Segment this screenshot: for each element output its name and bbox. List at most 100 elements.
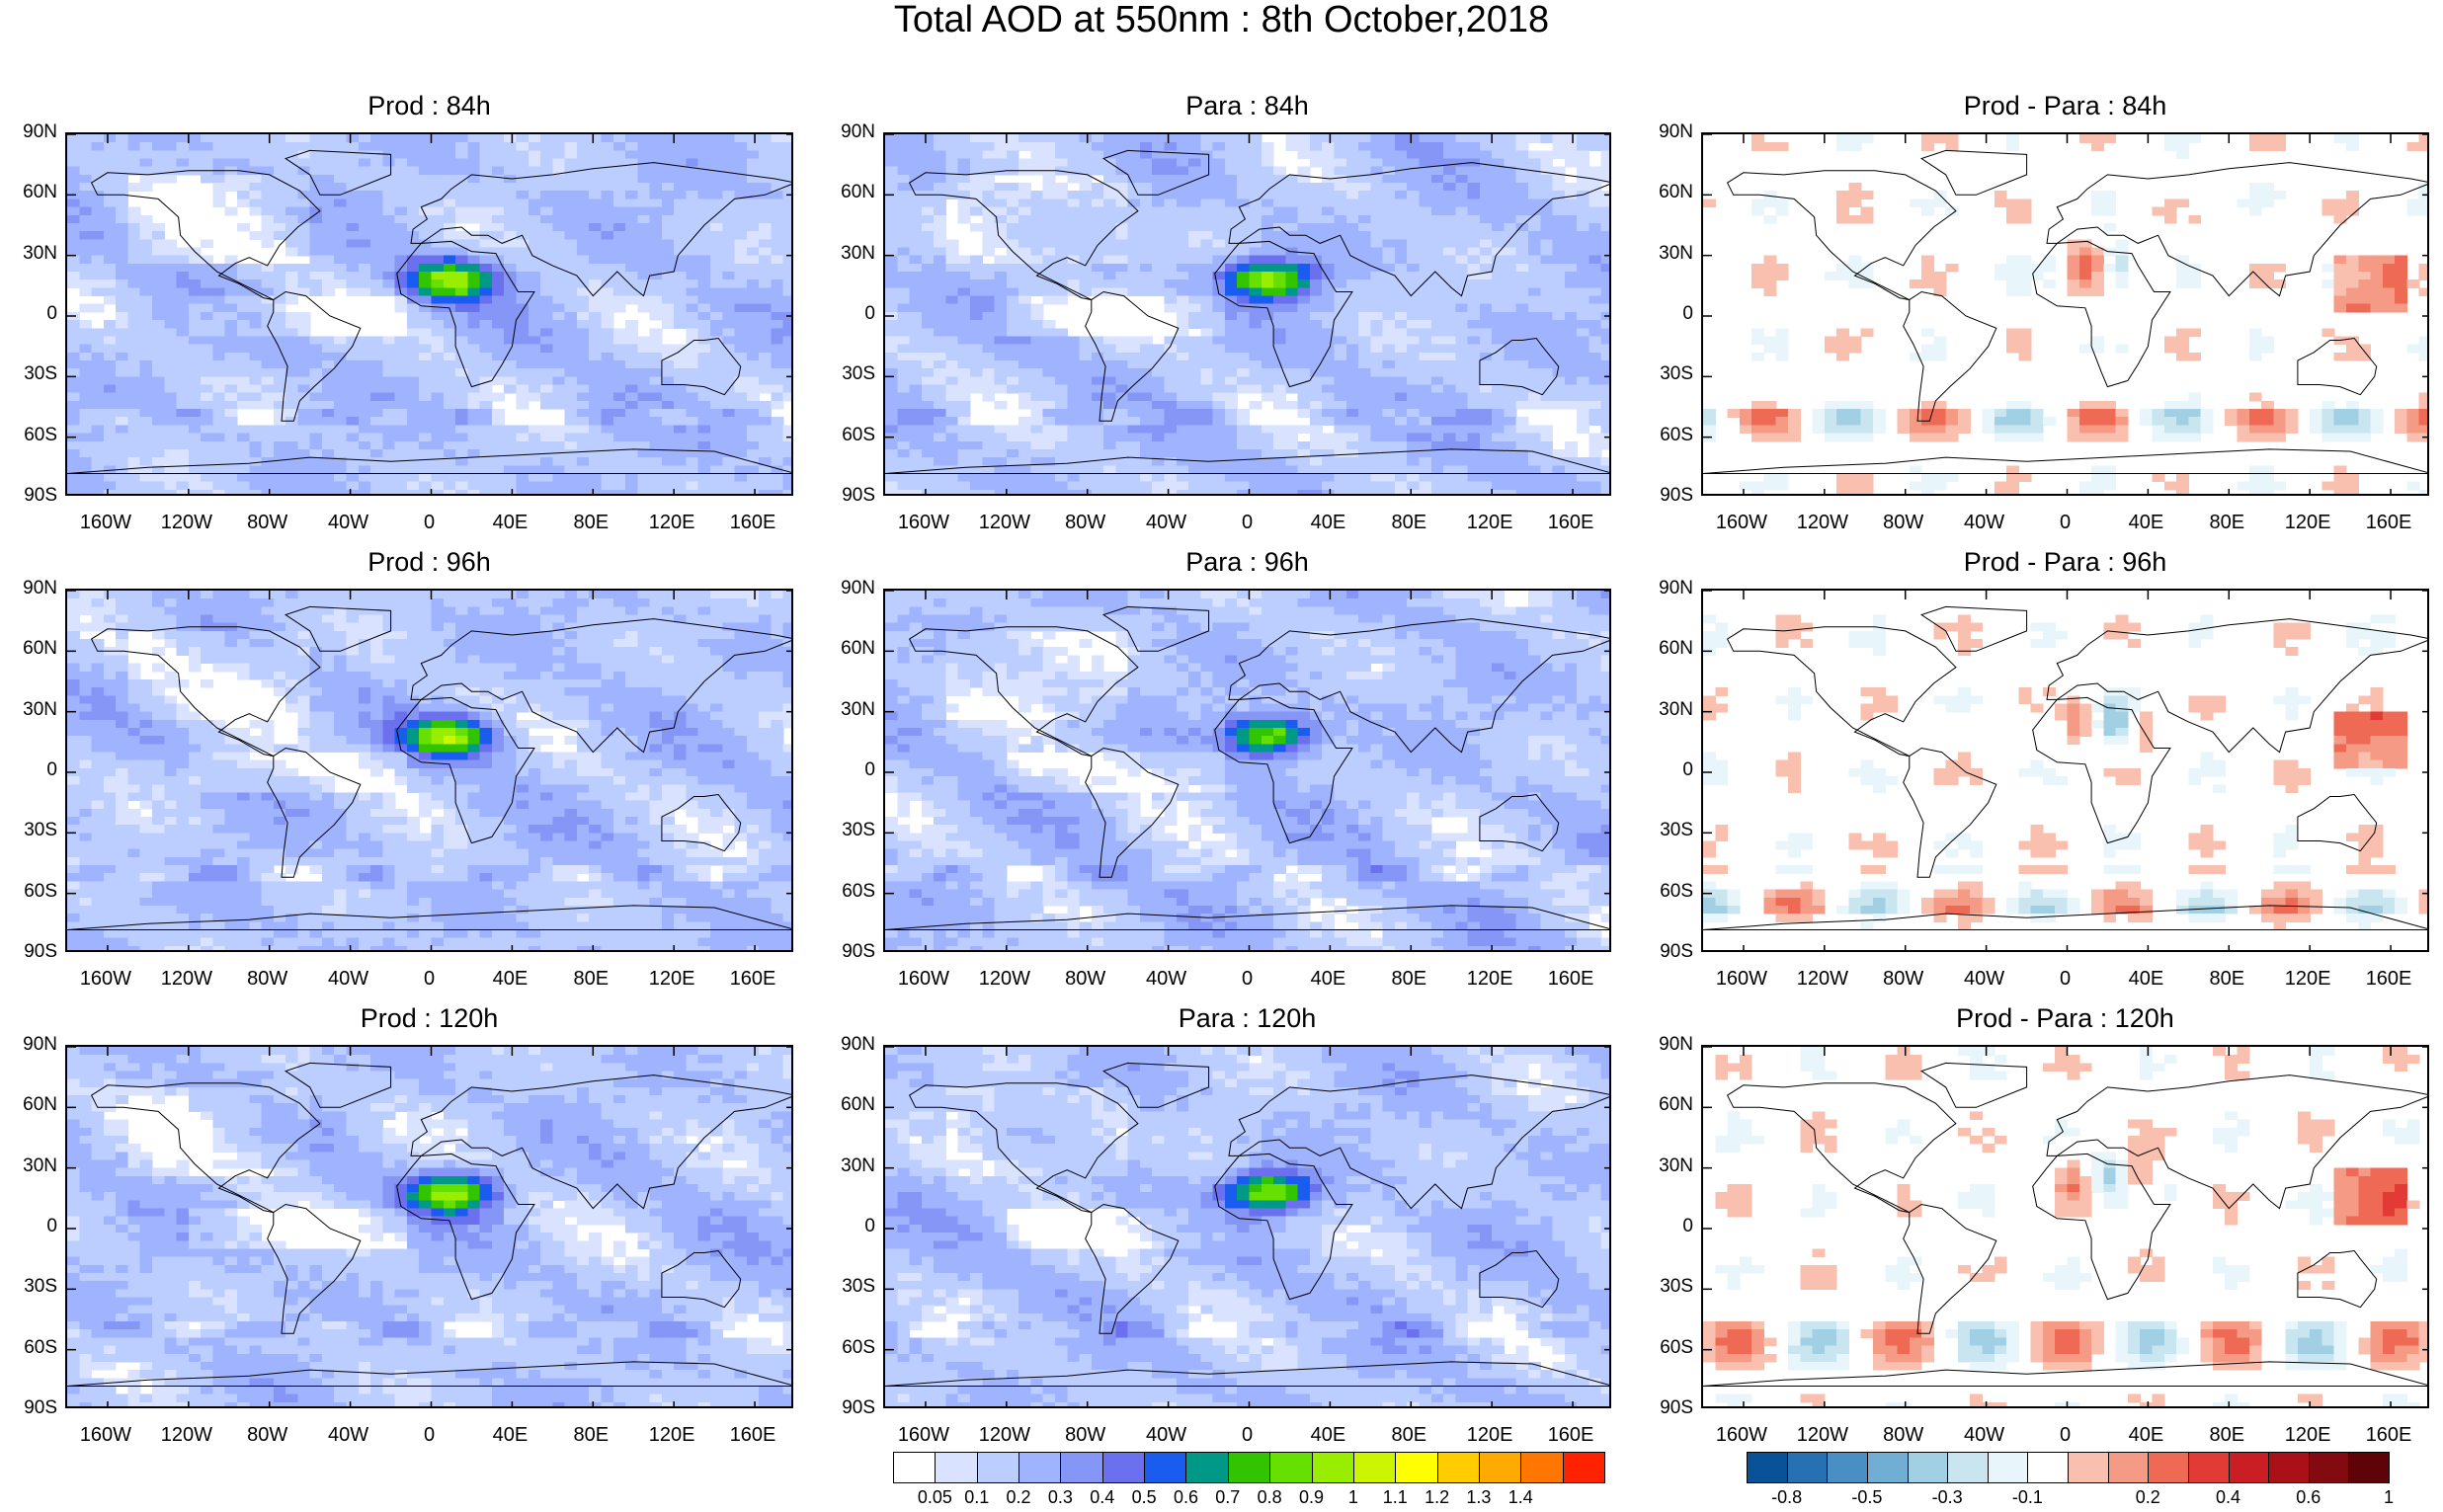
longitude-label: 160W (1715, 968, 1768, 990)
panel-title: Para : 120h (1178, 1003, 1317, 1033)
map-panel (883, 132, 1611, 496)
longitude-label: 120W (160, 968, 212, 990)
longitude-label: 120W (160, 1424, 212, 1446)
aod-colorbar-swatch (1227, 1452, 1271, 1483)
coastlines (885, 605, 1609, 930)
aod-colorbar-label: 0.3 (1047, 1487, 1073, 1507)
longitude-label: 120E (648, 1424, 695, 1446)
longitude-label: 160W (79, 968, 132, 990)
aod-colorbar-swatch (1269, 1452, 1313, 1483)
longitude-label: 80E (2209, 968, 2245, 990)
latitude-label: 30N (23, 242, 57, 264)
latitude-label: 30S (1660, 820, 1693, 841)
longitude-label: 80E (1391, 1424, 1427, 1446)
aod-colorbar-label: 1.2 (1425, 1487, 1450, 1507)
latitude-label: 90N (23, 121, 57, 142)
longitude-label: 80E (573, 1424, 610, 1446)
diff-colorbar-swatch (2027, 1452, 2069, 1483)
longitude-label: 80W (1883, 512, 1924, 533)
diff-colorbar-label: -0.5 (1851, 1487, 1883, 1507)
latitude-label: 90N (1659, 121, 1693, 142)
diff-colorbar-swatch (2268, 1452, 2310, 1483)
longitude-label: 160W (897, 968, 950, 990)
longitude-label: 40W (1964, 512, 2005, 533)
longitude-label: 160E (729, 1424, 776, 1446)
latitude-label: 30N (841, 698, 875, 720)
longitude-label: 0 (2059, 512, 2072, 533)
map-field (67, 134, 791, 494)
latitude-label: 90S (24, 485, 57, 506)
diff-colorbar-swatch (1947, 1452, 1989, 1483)
latitude-label: 90S (842, 941, 875, 962)
latitude-label: 60S (24, 424, 57, 445)
longitude-label: 120E (648, 512, 695, 533)
latitude-label: 60N (23, 182, 57, 203)
longitude-label: 40E (492, 512, 529, 533)
latitude-label: 90N (841, 1034, 875, 1055)
latitude-label: 60N (1659, 1094, 1693, 1116)
coastlines (67, 1062, 791, 1387)
map-panel (883, 589, 1611, 952)
longitude-label: 40E (2128, 968, 2164, 990)
diff-colorbar-swatch (1907, 1452, 1949, 1483)
latitude-label: 90N (23, 578, 57, 598)
latitude-label: 0 (46, 1216, 57, 1236)
map-panel (1701, 132, 2429, 496)
aod-colorbar-swatch (1562, 1452, 1605, 1483)
latitude-label: 30N (23, 698, 57, 720)
aod-colorbar-label: 0.6 (1173, 1487, 1198, 1507)
longitude-label: 160E (729, 512, 776, 533)
latitude-label: 0 (864, 759, 875, 780)
longitude-label: 40W (1146, 1424, 1187, 1446)
latitude-label: 60S (1660, 1336, 1693, 1358)
panel-title: Prod : 120h (360, 1003, 499, 1033)
coastlines (885, 149, 1609, 474)
latitude-label: 60S (842, 1336, 875, 1358)
aod-colorbar-label: 1 (1347, 1487, 1358, 1507)
longitude-label: 160E (1547, 512, 1594, 533)
latitude-label: 30N (841, 1154, 875, 1176)
latitude-label: 0 (864, 303, 875, 324)
latitude-label: 90N (23, 1034, 57, 1055)
latitude-label: 30S (842, 820, 875, 841)
longitude-label: 160E (2365, 968, 2412, 990)
latitude-label: 30S (24, 820, 57, 841)
diff-colorbar-label: 1 (2383, 1487, 2394, 1507)
longitude-label: 120W (978, 968, 1030, 990)
diff-colorbar-swatch (2187, 1452, 2230, 1483)
aod-colorbar-label: 1.4 (1507, 1487, 1533, 1507)
longitude-label: 0 (1241, 1424, 1254, 1446)
map-field (885, 134, 1609, 494)
longitude-label: 80E (2209, 1424, 2245, 1446)
aod-colorbar-label: 1.3 (1466, 1487, 1492, 1507)
map-field (885, 1047, 1609, 1406)
aod-colorbar-swatch (1144, 1452, 1187, 1483)
longitude-label: 0 (2059, 968, 2072, 990)
longitude-label: 160W (1715, 1424, 1768, 1446)
latitude-label: 90S (1660, 941, 1693, 962)
latitude-label: 30N (1659, 698, 1693, 720)
longitude-label: 80E (573, 512, 610, 533)
longitude-label: 80E (2209, 512, 2245, 533)
map-panel (65, 132, 793, 496)
diff-colorbar-swatch (1786, 1452, 1829, 1483)
latitude-label: 0 (1682, 303, 1693, 324)
longitude-label: 40W (328, 512, 369, 533)
diff-colorbar-label: 0.6 (2296, 1487, 2321, 1507)
coastlines (67, 605, 791, 930)
latitude-label: 60N (841, 638, 875, 660)
latitude-label: 60N (1659, 182, 1693, 203)
figure-title: Total AOD at 550nm : 8th October,2018 (893, 0, 1550, 40)
map-field (1703, 134, 2427, 494)
aod-colorbar-label: 0.5 (1131, 1487, 1157, 1507)
latitude-label: 60S (24, 1336, 57, 1358)
coastlines (885, 1062, 1609, 1387)
latitude-label: 60S (842, 424, 875, 445)
aod-colorbar-swatch (1520, 1452, 1564, 1483)
longitude-label: 40W (1146, 512, 1187, 533)
longitude-label: 80W (247, 1424, 288, 1446)
latitude-label: 60N (23, 1094, 57, 1116)
longitude-label: 40W (1964, 1424, 2005, 1446)
latitude-label: 0 (46, 759, 57, 780)
map-field (885, 591, 1609, 950)
